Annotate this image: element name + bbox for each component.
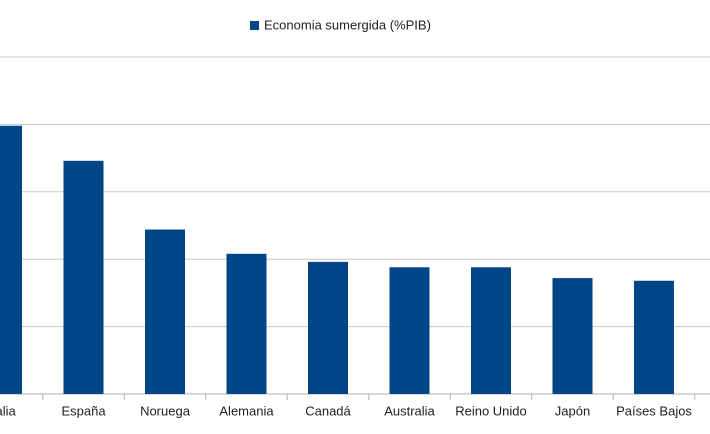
legend-label: Economia sumergida (%PIB) [264, 17, 431, 32]
x-tick-label: Países Bajos [616, 403, 692, 418]
x-tick-label: Noruega [140, 403, 191, 418]
bar [145, 229, 185, 394]
bar [308, 261, 348, 394]
bar [552, 278, 593, 394]
bar [389, 267, 430, 394]
x-tick-label: España [61, 403, 106, 418]
legend-swatch [250, 21, 259, 30]
bar [226, 253, 267, 394]
x-tick-label: Japón [555, 403, 590, 418]
bar [634, 280, 674, 394]
x-tick-label: Italia [0, 403, 16, 418]
x-tick-label: Canadá [305, 403, 351, 418]
x-tick-label: Alemania [219, 403, 274, 418]
bar [63, 160, 104, 394]
x-tick-label: Australia [384, 403, 435, 418]
bar [471, 267, 511, 394]
legend: Economia sumergida (%PIB) [250, 17, 431, 32]
x-tick-label: Reino Unido [455, 403, 527, 418]
bar [0, 125, 22, 395]
